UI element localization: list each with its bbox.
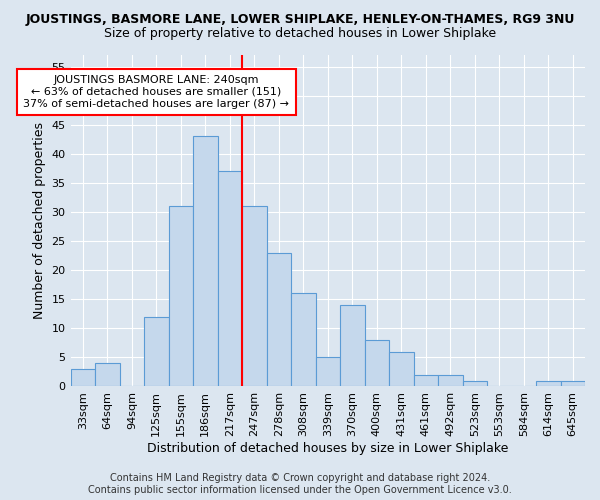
- Bar: [340, 305, 365, 386]
- Bar: [413, 375, 438, 386]
- Bar: [291, 294, 316, 386]
- Text: JOUSTINGS BASMORE LANE: 240sqm
← 63% of detached houses are smaller (151)
37% of: JOUSTINGS BASMORE LANE: 240sqm ← 63% of …: [23, 76, 289, 108]
- Bar: [71, 369, 95, 386]
- Bar: [144, 316, 169, 386]
- X-axis label: Distribution of detached houses by size in Lower Shiplake: Distribution of detached houses by size …: [147, 442, 508, 455]
- Bar: [365, 340, 389, 386]
- Bar: [169, 206, 193, 386]
- Text: Size of property relative to detached houses in Lower Shiplake: Size of property relative to detached ho…: [104, 28, 496, 40]
- Bar: [242, 206, 266, 386]
- Bar: [560, 380, 585, 386]
- Bar: [95, 363, 119, 386]
- Bar: [266, 252, 291, 386]
- Y-axis label: Number of detached properties: Number of detached properties: [33, 122, 46, 319]
- Bar: [438, 375, 463, 386]
- Text: Contains HM Land Registry data © Crown copyright and database right 2024.
Contai: Contains HM Land Registry data © Crown c…: [88, 474, 512, 495]
- Bar: [316, 358, 340, 386]
- Text: JOUSTINGS, BASMORE LANE, LOWER SHIPLAKE, HENLEY-ON-THAMES, RG9 3NU: JOUSTINGS, BASMORE LANE, LOWER SHIPLAKE,…: [25, 12, 575, 26]
- Bar: [193, 136, 218, 386]
- Bar: [536, 380, 560, 386]
- Bar: [463, 380, 487, 386]
- Bar: [389, 352, 413, 386]
- Bar: [218, 172, 242, 386]
